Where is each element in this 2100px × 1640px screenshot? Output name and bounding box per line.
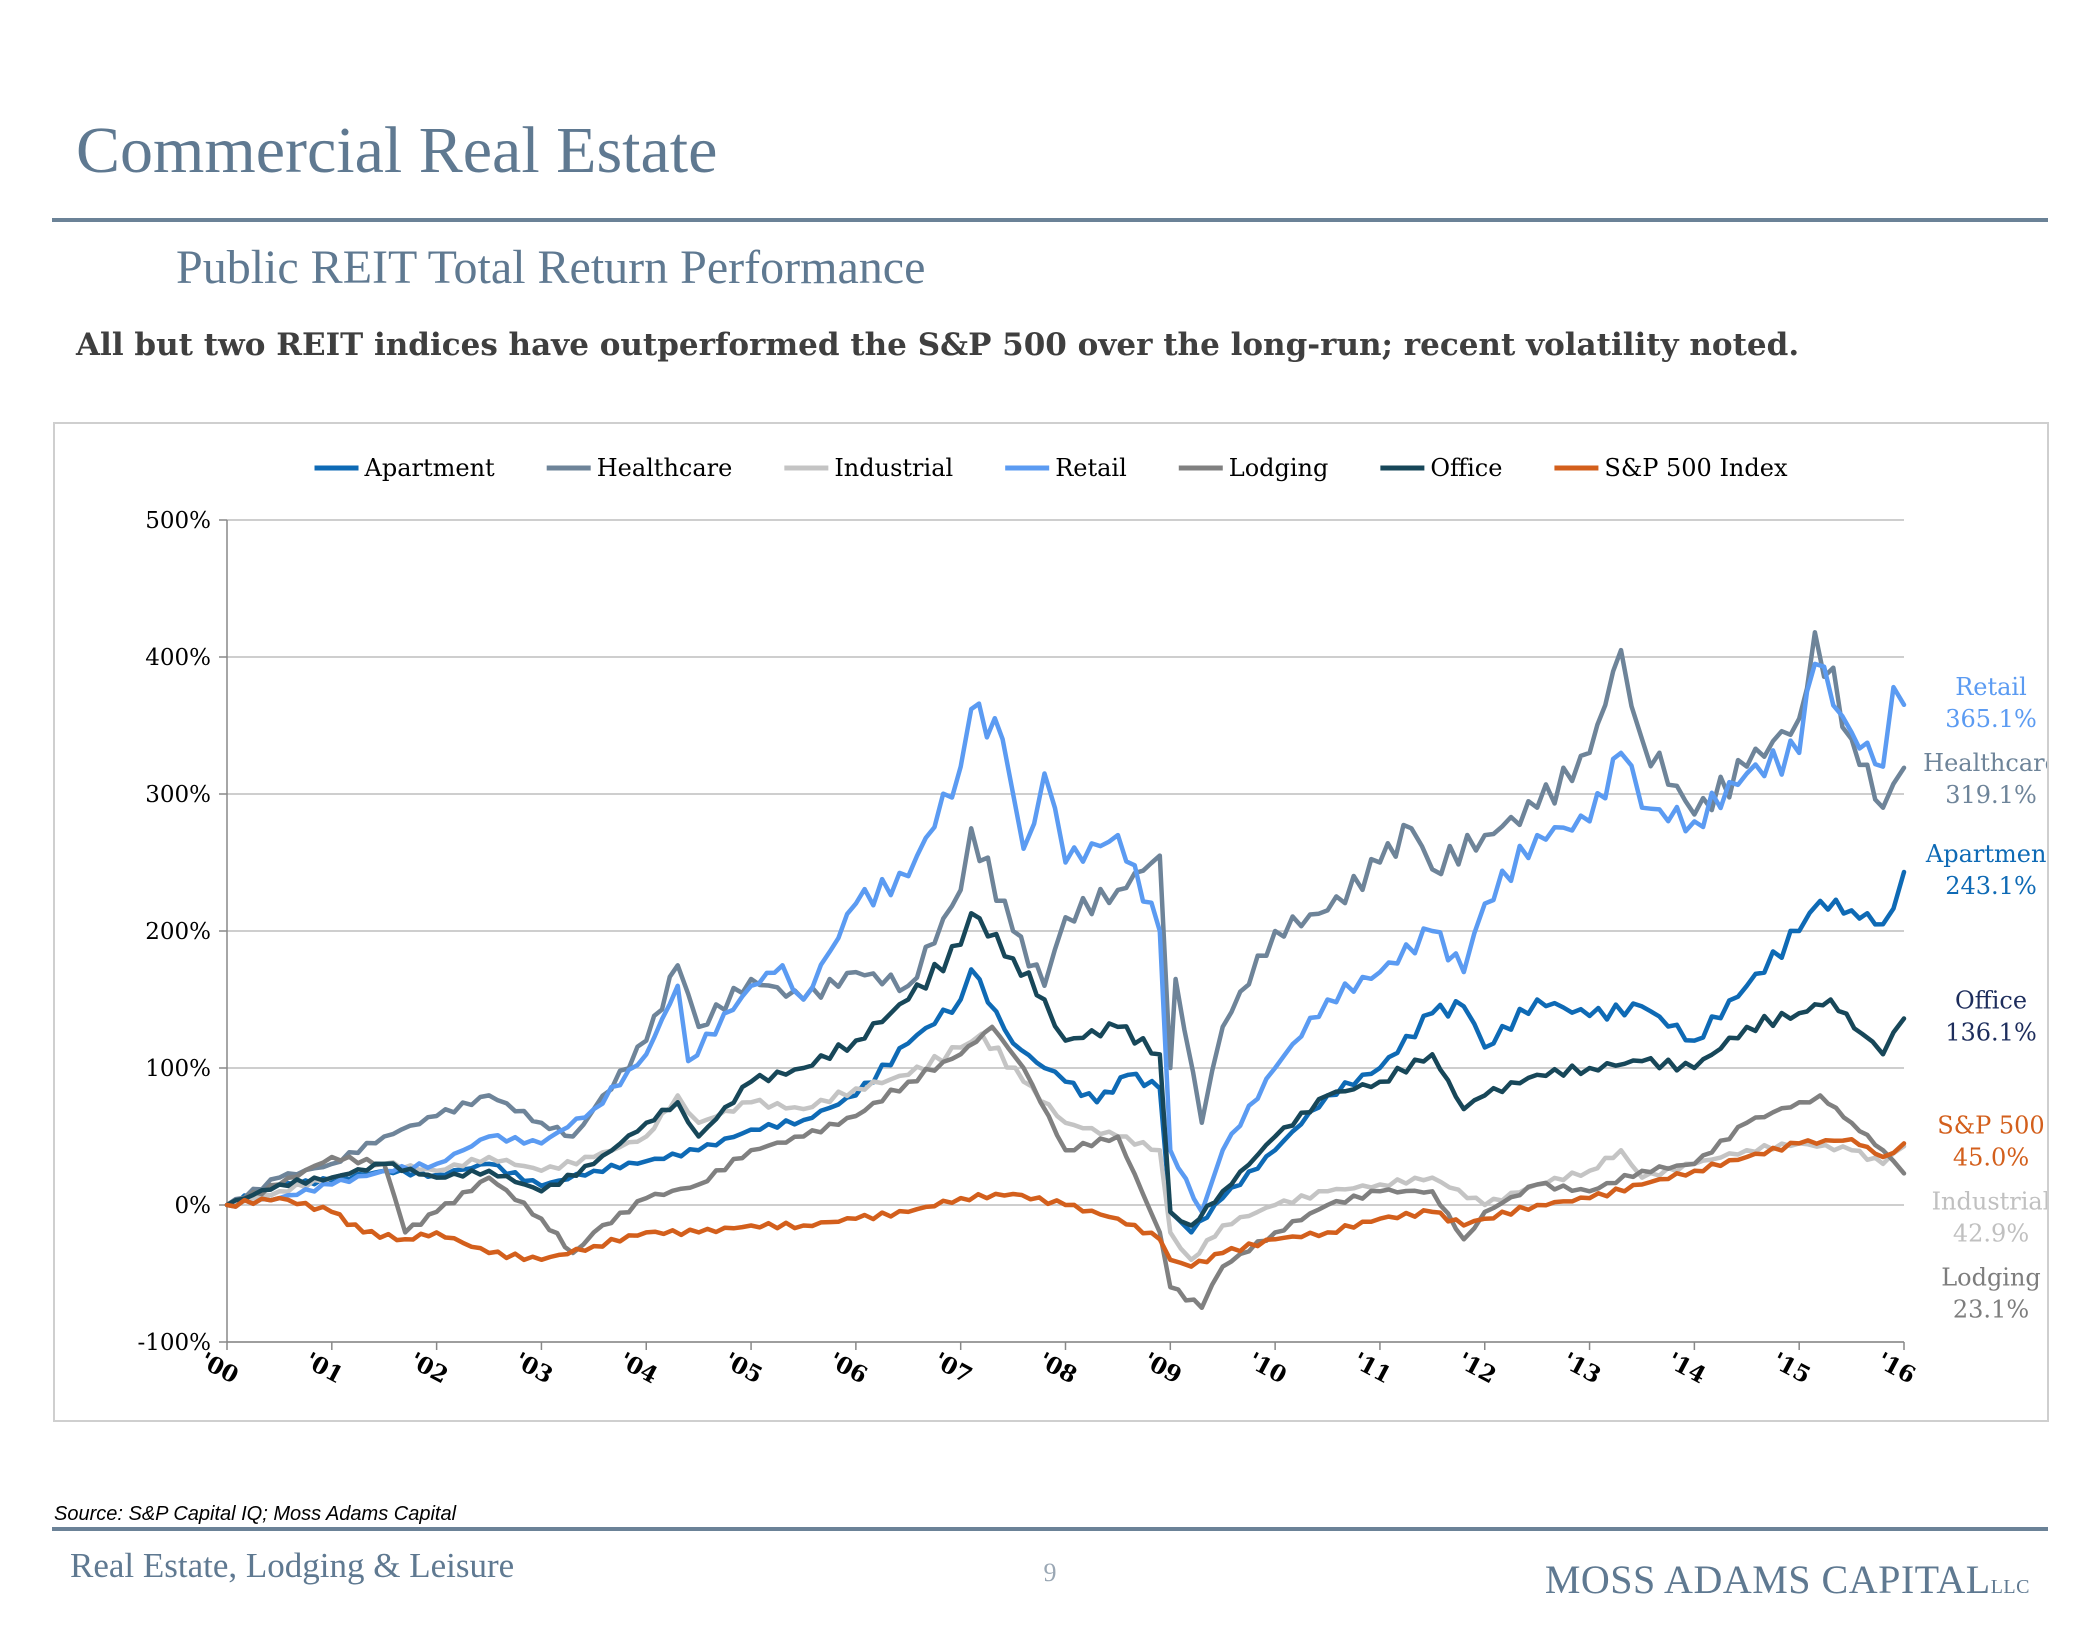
legend-item-s-p-500-index: S&P 500 Index [1604,454,1788,482]
end-label-apartment: Apartment [1925,840,2047,868]
headline: All but two REIT indices have outperform… [76,327,1800,363]
title-divider [52,218,2048,222]
end-label-lodging: Lodging [1941,1263,2041,1291]
x-tick-label: '10 [1244,1347,1291,1389]
end-labels: Retail 365.1% Healthcare 319.1% Apartment 243… [1923,673,2047,1324]
page-number: 9 [1043,1558,1057,1587]
end-value-retail: 365.1% [1945,705,2037,733]
x-tick-label: '05 [720,1347,767,1389]
end-value-industrial: 42.9% [1953,1219,2029,1247]
chart-frame: -100% 0% 100% 200% 300% 400% 500% '00'01'02'03 '… [53,422,2049,1422]
y-tick-label: 0% [175,1193,212,1219]
y-tick-label: 200% [145,919,211,945]
x-tick-label: '12 [1453,1347,1500,1389]
legend: Apartment Healthcare Industrial Retail Lodgi… [314,454,1788,482]
legend-item-lodging: Lodging [1229,454,1329,482]
x-tick-label: '06 [825,1347,872,1389]
x-tick-label: '11 [1349,1347,1396,1389]
x-tick-label: '02 [405,1347,452,1389]
page-subtitle: Public REIT Total Return Performance [176,241,926,294]
series-lines [224,630,1907,1311]
x-tick-label: '08 [1034,1347,1081,1389]
x-tick-label: '04 [615,1347,662,1389]
x-tick-label: '01 [301,1347,348,1389]
legend-item-industrial: Industrial [834,454,953,482]
x-tick-label: '09 [1139,1347,1186,1389]
end-value-office: 136.1% [1945,1019,2037,1047]
end-label-retail: Retail [1955,673,2027,701]
x-tick-label: '03 [510,1347,557,1389]
series-line-office [224,910,1907,1228]
end-label-s-p-500: S&P 500 [1937,1111,2044,1139]
footer-divider [52,1527,2048,1531]
y-tick-label: 500% [145,508,211,534]
y-tick-label: 400% [145,645,211,671]
end-value-healthcare: 319.1% [1945,781,2037,809]
series-line-industrial [224,1031,1907,1263]
end-value-lodging: 23.1% [1953,1295,2029,1323]
y-tick-label: -100% [137,1330,211,1356]
end-label-healthcare: Healthcare [1923,749,2047,777]
x-tick-label: '15 [1768,1347,1815,1389]
axes: -100%0%100%200%300%400%500%'00'01'02'03 '… [137,508,1919,1389]
source-note: Source: S&P Capital IQ; Moss Adams Capit… [54,1503,457,1525]
y-tick-label: 100% [145,1056,211,1082]
reit-performance-chart: -100%0%100%200%300%400%500%'00'01'02'03 '… [137,454,2047,1389]
series-line-retail [224,661,1907,1215]
legend-item-office: Office [1430,454,1502,482]
end-label-industrial: Industrial [1932,1187,2047,1215]
gridlines [227,519,1904,1343]
x-tick-label: '14 [1663,1347,1710,1389]
series-line-s-p-500-index [224,1136,1907,1269]
end-value-s-p-500: 45.0% [1953,1143,2029,1171]
company-logo: MOSS ADAMS CAPITALLLC [1545,1556,2030,1603]
legend-item-apartment: Apartment [364,454,496,482]
series-line-lodging [224,1024,1907,1311]
series-line-healthcare [224,630,1907,1208]
y-tick-label: 300% [145,782,211,808]
footer-section-title: Real Estate, Lodging & Leisure [70,1546,515,1585]
legend-item-retail: Retail [1055,454,1127,482]
x-tick-label: '07 [929,1347,976,1389]
page-title: Commercial Real Estate [76,114,718,187]
legend-item-healthcare: Healthcare [597,454,733,482]
x-tick-label: '13 [1558,1347,1605,1389]
x-tick-label: '16 [1873,1347,1920,1389]
logo-text: MOSS ADAMS CAPITAL [1544,1557,1991,1602]
end-value-apartment: 243.1% [1945,872,2037,900]
series-line-apartment [224,869,1907,1235]
logo-suffix: LLC [1990,1576,2030,1598]
end-label-office: Office [1955,987,2027,1015]
